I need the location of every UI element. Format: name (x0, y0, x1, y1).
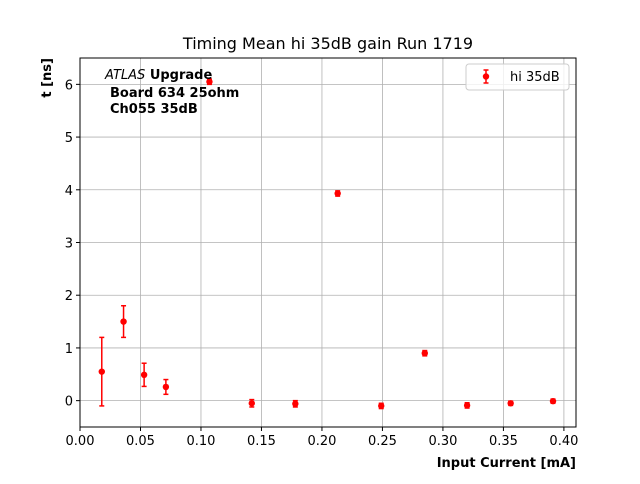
point-marker (292, 400, 299, 408)
point-marker (334, 190, 341, 197)
annotation-atlas: ATLAS (104, 68, 145, 83)
x-tick-label: 0.20 (307, 434, 336, 449)
data-points (98, 78, 557, 410)
point-marker (248, 400, 255, 407)
data-point (248, 398, 255, 408)
svg-text:ATLAS Upgrade: ATLAS Upgrade (104, 68, 212, 83)
legend: hi 35dB (465, 63, 570, 91)
annotation-channel: Ch055 35dB (110, 102, 198, 117)
data-point (162, 378, 170, 396)
y-tick-label: 1 (65, 342, 73, 357)
grid-lines (79, 58, 576, 427)
x-tick-label: 0.30 (428, 434, 457, 449)
point-marker (421, 350, 428, 357)
y-tick-label: 2 (65, 289, 73, 304)
data-point (507, 400, 514, 407)
x-tick-label: 0.00 (66, 434, 95, 449)
y-tick-label: 4 (65, 184, 73, 199)
x-tick-label: 0.25 (368, 434, 397, 449)
legend-label: hi 35dB (510, 70, 560, 85)
data-point (120, 305, 127, 339)
y-axis-ticks: 0 1 2 3 4 5 6 (65, 78, 80, 410)
x-axis-label: Input Current [mA] (437, 456, 576, 471)
data-point (292, 399, 299, 408)
data-point (421, 349, 428, 357)
point-marker (120, 318, 127, 325)
data-point (549, 397, 557, 405)
point-marker (162, 383, 170, 391)
x-tick-label: 0.15 (247, 434, 276, 449)
point-marker (378, 402, 385, 410)
x-tick-label: 0.10 (186, 434, 215, 449)
chart-title: Timing Mean hi 35dB gain Run 1719 (182, 34, 473, 53)
y-tick-label: 5 (65, 131, 73, 146)
x-tick-label: 0.05 (126, 434, 155, 449)
point-marker (98, 368, 105, 375)
y-tick-label: 3 (65, 237, 73, 252)
point-marker (206, 78, 213, 85)
annotation-board: Board 634 25ohm (110, 86, 239, 101)
point-marker (140, 371, 148, 379)
data-point (206, 78, 213, 86)
legend-box (465, 63, 570, 91)
data-point (140, 362, 148, 388)
annotation-upgrade: Upgrade (150, 68, 213, 83)
atlas-annotation: ATLAS Upgrade Board 634 25ohm Ch055 35dB (104, 68, 239, 117)
data-point (463, 402, 471, 409)
point-marker (507, 400, 514, 407)
y-axis-label: t [ns] (40, 58, 55, 98)
x-tick-label: 0.40 (549, 434, 578, 449)
data-point (334, 190, 341, 197)
y-tick-label: 0 (65, 395, 73, 410)
x-axis-ticks: 0.00 0.05 0.10 0.15 0.20 0.25 0.30 0.35 0.40 (66, 427, 578, 449)
point-marker (549, 397, 557, 405)
legend-marker-icon (482, 69, 490, 84)
data-point (378, 402, 385, 410)
data-point (98, 336, 105, 407)
point-marker (463, 402, 471, 409)
y-tick-label: 6 (65, 78, 73, 93)
x-tick-label: 0.35 (489, 434, 518, 449)
